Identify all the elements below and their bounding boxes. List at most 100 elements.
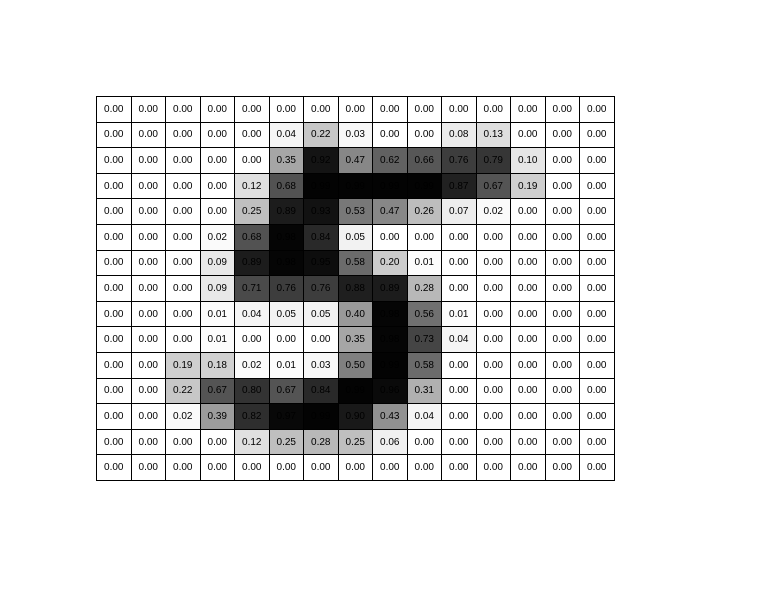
heatmap-cell: 0.00: [165, 249, 201, 277]
heatmap-cell: 0.00: [510, 223, 546, 251]
heatmap-cell: 0.00: [441, 428, 477, 456]
heatmap-cell: 0.00: [544, 275, 580, 302]
heatmap-cell: 0.79: [475, 147, 511, 174]
heatmap-cell: 0.89: [372, 275, 408, 302]
heatmap-cell: 0.66: [406, 147, 442, 174]
heatmap-cell: 0.04: [406, 403, 442, 430]
heatmap-cell: 0.00: [510, 198, 546, 225]
heatmap-cell: 0.80: [234, 377, 270, 405]
heatmap-cell: 0.00: [579, 121, 615, 149]
heatmap-cell: 0.00: [579, 454, 615, 481]
heatmap-cell: 0.98: [372, 326, 408, 353]
heatmap-cell: 0.00: [165, 326, 201, 353]
heatmap-cell: 0.12: [234, 428, 270, 456]
heatmap-row: 0.00 0.00 0.19 0.18 0.02 0.01 0.03 0.50 0.99 0.58…: [96, 351, 615, 379]
heatmap-cell: 0.00: [441, 351, 477, 379]
heatmap-cell: 0.00: [510, 351, 546, 379]
heatmap-cell: 0.89: [234, 249, 270, 277]
heatmap-cell: 0.00: [96, 326, 132, 353]
heatmap-cell: 0.00: [130, 428, 166, 456]
heatmap-cell: 0.99: [372, 172, 408, 200]
heatmap-cell: 0.00: [96, 428, 132, 456]
heatmap-cell: 0.98: [268, 249, 304, 277]
heatmap-cell: 0.00: [475, 351, 511, 379]
heatmap-cell: 0.02: [165, 403, 201, 430]
heatmap-cell: 0.13: [475, 121, 511, 149]
heatmap-cell: 0.01: [199, 326, 235, 353]
heatmap-cell: 0.00: [406, 428, 442, 456]
heatmap-cell: 0.00: [130, 351, 166, 379]
heatmap-cell: 0.58: [337, 249, 373, 277]
heatmap-cell: 0.00: [96, 454, 132, 481]
heatmap-cell: 0.00: [579, 351, 615, 379]
heatmap-cell: 0.00: [475, 96, 511, 123]
heatmap-cell: 0.00: [579, 428, 615, 456]
heatmap-cell: 0.00: [544, 326, 580, 353]
heatmap-cell: 0.89: [268, 198, 304, 225]
heatmap-cell: 0.00: [165, 275, 201, 302]
heatmap-cell: 0.76: [441, 147, 477, 174]
heatmap-cell: 0.00: [372, 96, 408, 123]
heatmap-cell: 0.00: [130, 326, 166, 353]
heatmap-cell: 0.00: [510, 121, 546, 149]
heatmap-cell: 0.47: [372, 198, 408, 225]
heatmap-cell: 0.00: [510, 96, 546, 123]
heatmap-cell: 0.58: [406, 351, 442, 379]
heatmap-cell: 0.10: [510, 147, 546, 174]
heatmap-cell: 0.00: [372, 223, 408, 251]
heatmap-grid-body: 0.00 0.00 0.00 0.00 0.00 0.00 0.00 0.00 0.00 0.00…: [96, 96, 615, 481]
heatmap-cell: 0.19: [510, 172, 546, 200]
heatmap-cell: 0.00: [406, 96, 442, 123]
heatmap-cell: 0.00: [130, 198, 166, 225]
heatmap-cell: 0.00: [96, 223, 132, 251]
heatmap-cell: 0.00: [165, 428, 201, 456]
heatmap-cell: 0.95: [303, 249, 339, 277]
heatmap-cell: 0.39: [199, 403, 235, 430]
heatmap-cell: 0.99: [303, 403, 339, 430]
heatmap-cell: 0.00: [475, 223, 511, 251]
heatmap-cell: 0.09: [199, 275, 235, 302]
heatmap-cell: 0.53: [337, 198, 373, 225]
heatmap-cell: 0.43: [372, 403, 408, 430]
heatmap-cell: 0.00: [303, 454, 339, 481]
heatmap-cell: 0.01: [406, 249, 442, 277]
heatmap-cell: 0.00: [165, 147, 201, 174]
heatmap-cell: 0.00: [199, 96, 235, 123]
heatmap-cell: 0.88: [337, 275, 373, 302]
heatmap-cell: 0.67: [268, 377, 304, 405]
heatmap-cell: 0.00: [544, 121, 580, 149]
heatmap-cell: 0.00: [199, 454, 235, 481]
heatmap-cell: 0.25: [234, 198, 270, 225]
heatmap-cell: 0.25: [268, 428, 304, 456]
heatmap-cell: 0.00: [510, 249, 546, 277]
heatmap-grid: 0.00 0.00 0.00 0.00 0.00 0.00 0.00 0.00 0.00 0.00…: [96, 96, 615, 481]
heatmap-cell: 0.00: [337, 96, 373, 123]
heatmap-cell: 0.01: [199, 300, 235, 328]
heatmap-cell: 0.00: [96, 172, 132, 200]
heatmap-cell: 0.00: [165, 121, 201, 149]
heatmap-row: 0.00 0.00 0.00 0.00 0.00 0.00 0.00 0.00 0.00 0.00…: [96, 454, 615, 481]
heatmap-cell: 0.00: [234, 147, 270, 174]
heatmap-cell: 0.00: [165, 96, 201, 123]
heatmap-cell: 0.00: [96, 300, 132, 328]
heatmap-cell: 0.00: [130, 275, 166, 302]
heatmap-row: 0.00 0.00 0.00 0.00 0.00 0.35 0.92 0.47 0.62 0.66…: [96, 147, 615, 174]
heatmap-cell: 0.00: [579, 403, 615, 430]
heatmap-row: 0.00 0.00 0.22 0.67 0.80 0.67 0.84 0.99 0.96 0.31…: [96, 377, 615, 405]
heatmap-cell: 0.01: [268, 351, 304, 379]
heatmap-cell: 0.00: [234, 121, 270, 149]
heatmap-cell: 0.96: [372, 377, 408, 405]
heatmap-cell: 0.00: [441, 223, 477, 251]
heatmap-row: 0.00 0.00 0.00 0.00 0.00 0.00 0.00 0.00 0.00 0.00…: [96, 96, 615, 123]
heatmap-cell: 0.00: [130, 300, 166, 328]
heatmap-cell: 0.00: [130, 172, 166, 200]
heatmap-cell: 0.00: [544, 351, 580, 379]
heatmap-cell: 0.00: [372, 454, 408, 481]
heatmap-cell: 0.93: [303, 198, 339, 225]
heatmap-cell: 0.00: [303, 326, 339, 353]
heatmap-cell: 0.28: [406, 275, 442, 302]
heatmap-cell: 0.00: [96, 351, 132, 379]
heatmap-cell: 0.05: [268, 300, 304, 328]
heatmap-cell: 0.03: [303, 351, 339, 379]
heatmap-cell: 0.00: [579, 249, 615, 277]
